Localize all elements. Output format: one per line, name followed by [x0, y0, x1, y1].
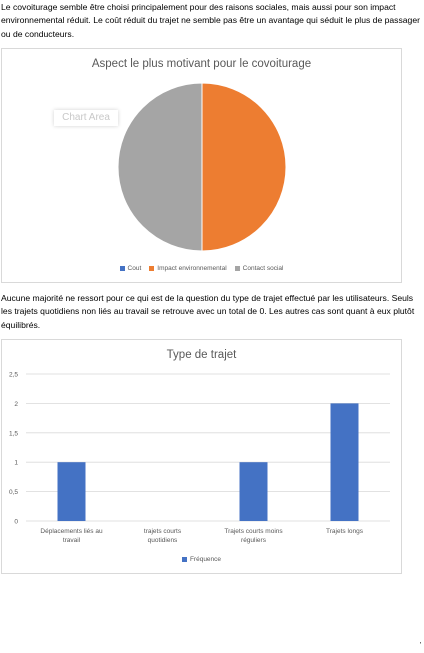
bar — [330, 403, 359, 521]
chart-area-tooltip: Chart Area — [54, 110, 118, 126]
bar-chart-container[interactable]: Type de trajet 0 0,5 1 1,5 2 2,5 Déplacements … — [1, 339, 402, 574]
pie-chart-container[interactable]: Aspect le plus motivant pour le covoitur… — [1, 48, 402, 283]
legend-label: Impact environnemental — [157, 265, 227, 272]
x-tick-label: Trajets courts moins réguliers — [224, 528, 283, 544]
y-tick-label: 0,5 — [9, 489, 18, 496]
pie-legend: Cout Impact environnemental Contact social — [2, 265, 401, 273]
y-tick-label: 1,5 — [9, 430, 18, 437]
pie-legend-item: Impact environnemental — [149, 265, 227, 272]
pie-legend-item: Cout — [119, 265, 142, 272]
legend-swatch — [149, 266, 155, 271]
legend-swatch — [181, 557, 187, 562]
y-tick-label: 1 — [14, 460, 18, 467]
legend-label: Fréquence — [189, 556, 222, 563]
y-tick-label: 2 — [14, 401, 18, 408]
x-tick-label: trajets courts quotidiens — [144, 528, 182, 544]
x-tick-label: Déplacements liés au travail — [40, 528, 103, 544]
legend-label: Contact social — [242, 265, 284, 272]
y-tick-label: 2,5 — [9, 372, 18, 379]
bar-chart-title: Type de trajet — [166, 349, 237, 361]
x-tick-label: Trajets longs — [326, 528, 364, 535]
trip-type-paragraph: Aucune majorité ne ressort pour ce qui e… — [1, 293, 415, 330]
y-tick-label: 0 — [14, 519, 18, 526]
pie-slice — [117, 82, 203, 252]
legend-swatch — [119, 266, 125, 271]
legend-swatch — [234, 266, 240, 271]
pie-legend-item: Contact social — [234, 265, 284, 272]
intro-paragraph: Le covoiturage semble être choisi princi… — [1, 2, 420, 39]
pie-slice — [201, 82, 287, 252]
bar-chart: 0 0,5 1 1,5 2 2,5 Déplacements liés au travail t… — [9, 372, 390, 544]
bar — [239, 462, 268, 521]
bar-legend: Fréquence — [2, 556, 401, 564]
pie-chart-title: Aspect le plus motivant pour le covoitur… — [91, 58, 312, 70]
page-corner-mark: ' — [420, 642, 422, 649]
pie-chart — [117, 82, 287, 252]
legend-label: Cout — [127, 265, 142, 272]
bar-legend-item: Fréquence — [181, 556, 222, 563]
bar — [57, 462, 86, 521]
